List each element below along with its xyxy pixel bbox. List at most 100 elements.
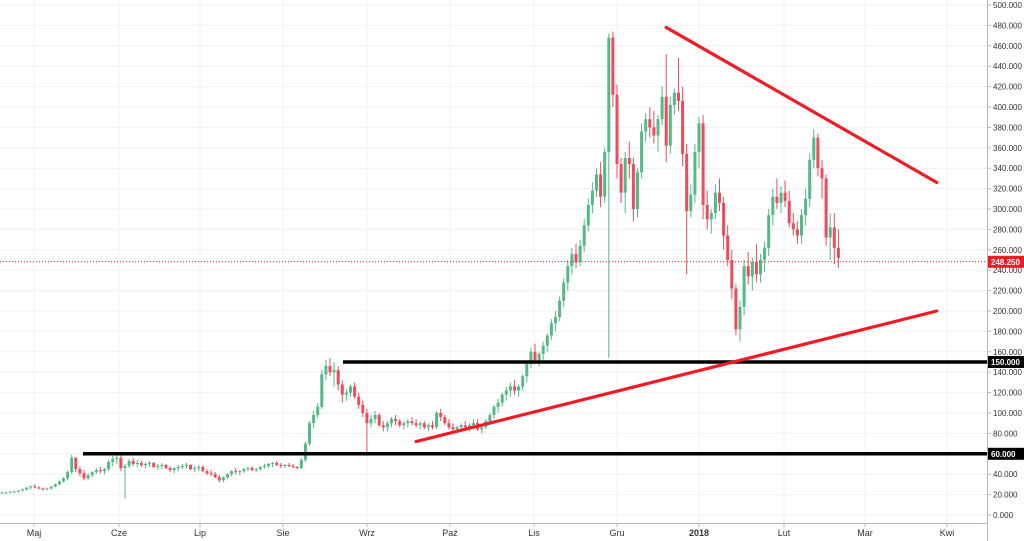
candle-body bbox=[119, 457, 123, 469]
candle-body bbox=[500, 394, 504, 403]
y-axis[interactable]: 0.000 20.000 40.000 60.000 80.000 100.000 120.… bbox=[987, 0, 1022, 541]
y-tick-label: 380.000 bbox=[993, 123, 1022, 132]
x-tick-label: Lut bbox=[778, 528, 791, 538]
trendlines bbox=[414, 25, 939, 444]
candle-body bbox=[131, 460, 135, 464]
y-tick-label: 220.000 bbox=[993, 287, 1022, 296]
candle-body bbox=[49, 486, 53, 489]
candle-body bbox=[369, 419, 373, 424]
candle-body bbox=[693, 151, 697, 195]
candle-body bbox=[402, 423, 406, 426]
y-tick-label: 460.000 bbox=[993, 42, 1022, 51]
candle-body bbox=[230, 471, 234, 475]
candle-body bbox=[685, 153, 689, 212]
candle-body bbox=[652, 127, 656, 136]
candle-body bbox=[590, 190, 594, 205]
candle-body bbox=[41, 488, 45, 490]
candle-body bbox=[115, 457, 119, 459]
y-tick-label: 0.000 bbox=[993, 511, 1014, 520]
candle-body bbox=[746, 266, 750, 277]
candle-body bbox=[168, 468, 172, 471]
price-tag-box bbox=[988, 447, 1024, 460]
candle-body bbox=[488, 415, 492, 422]
candle-body bbox=[410, 421, 414, 424]
candle-body bbox=[57, 481, 61, 485]
y-tick-label: 280.000 bbox=[993, 225, 1022, 234]
candle-body bbox=[709, 213, 713, 220]
y-tick-label: 260.000 bbox=[993, 246, 1022, 255]
candle-body bbox=[595, 174, 598, 191]
candle-body bbox=[406, 421, 410, 424]
candle-body bbox=[390, 419, 393, 424]
candle-body bbox=[549, 323, 553, 336]
y-tick-label: 440.000 bbox=[993, 62, 1022, 71]
candle-body bbox=[344, 392, 348, 395]
candle-body bbox=[349, 386, 352, 393]
candle-body bbox=[525, 364, 529, 377]
candle-body bbox=[381, 425, 385, 428]
candle-body bbox=[156, 466, 160, 468]
candle-body bbox=[139, 462, 143, 466]
y-tick-label: 340.000 bbox=[993, 164, 1022, 173]
candle-body bbox=[234, 471, 238, 473]
candle-body bbox=[353, 386, 357, 397]
candle-body bbox=[472, 423, 475, 426]
x-axis[interactable]: Maj Cze Lip Sie Wrz Paź Lis Gru 2018 Lut Mar Kwi bbox=[0, 523, 987, 538]
candle-body bbox=[70, 457, 74, 473]
y-tick-label: 400.000 bbox=[993, 103, 1022, 112]
price-tag-box bbox=[988, 356, 1024, 368]
candle-body bbox=[713, 192, 717, 214]
candle-body bbox=[90, 472, 94, 476]
candle-body bbox=[435, 413, 439, 428]
candle-body bbox=[164, 465, 168, 469]
candle-body bbox=[529, 351, 533, 365]
candle-body bbox=[800, 215, 803, 236]
candle-body bbox=[316, 406, 320, 416]
candle-body bbox=[820, 168, 824, 179]
candle-body bbox=[328, 366, 332, 373]
price-tag-label: 60.000 bbox=[991, 450, 1016, 459]
candle-body bbox=[611, 37, 615, 95]
candle-body bbox=[148, 462, 152, 464]
candle-body bbox=[82, 473, 86, 479]
candle-body bbox=[779, 192, 783, 203]
y-tick-label: 480.000 bbox=[993, 21, 1022, 30]
candle-body bbox=[701, 123, 705, 205]
x-tick-label: Maj bbox=[27, 528, 42, 538]
candle-body bbox=[267, 464, 270, 467]
y-tick-label: 180.000 bbox=[993, 327, 1022, 336]
candle-body bbox=[783, 192, 787, 201]
candle-body bbox=[636, 172, 639, 209]
candle-body bbox=[742, 266, 746, 307]
candle-body bbox=[644, 119, 648, 132]
candle-body bbox=[443, 417, 447, 424]
candle-body bbox=[123, 466, 127, 469]
candle-body bbox=[176, 467, 180, 469]
candle-body bbox=[21, 489, 24, 491]
candle-body bbox=[160, 465, 164, 467]
candle-body bbox=[262, 466, 266, 468]
candle-body bbox=[816, 137, 820, 169]
candle-body bbox=[94, 470, 98, 473]
y-tick-label: 300.000 bbox=[993, 205, 1022, 214]
candle-body bbox=[541, 345, 545, 354]
candle-body bbox=[426, 425, 430, 428]
candle-body bbox=[521, 376, 525, 387]
candle-body bbox=[619, 164, 623, 193]
candle-body bbox=[242, 469, 246, 472]
x-tick-label: Wrz bbox=[359, 528, 375, 538]
candle-body bbox=[8, 491, 12, 493]
candle-body bbox=[754, 262, 758, 275]
candle-body bbox=[287, 465, 291, 467]
y-tick-label: 20.000 bbox=[993, 491, 1018, 500]
candle-body bbox=[275, 462, 279, 466]
candle-body bbox=[144, 464, 147, 466]
candle-body bbox=[836, 247, 840, 258]
plot-background bbox=[0, 0, 987, 523]
candle-body bbox=[615, 94, 619, 165]
candle-body bbox=[672, 92, 676, 105]
candle-body bbox=[730, 260, 734, 289]
candle-body bbox=[201, 467, 205, 472]
candle-body bbox=[496, 402, 500, 407]
